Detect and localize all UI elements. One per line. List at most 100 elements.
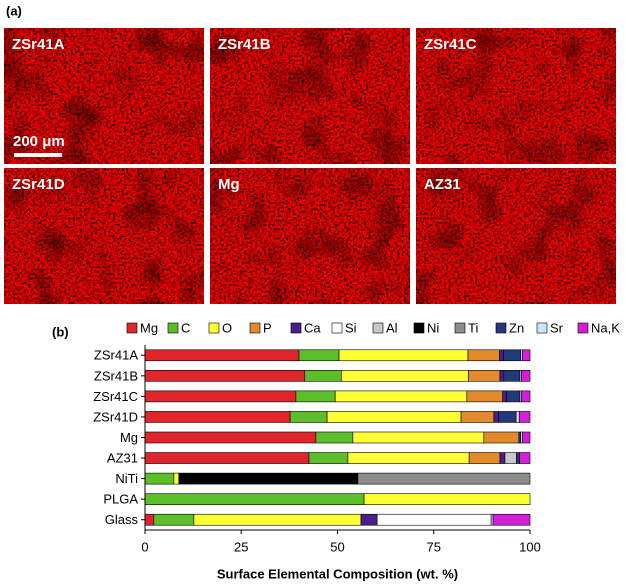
image-label: ZSr41D [12,176,65,193]
bar-segment [521,370,531,382]
micrograph-shade [210,28,410,164]
x-axis-title: Surface Elemental Composition (wt. %) [217,566,458,581]
bar-segment [519,452,531,464]
y-tick-label: AZ31 [107,450,138,465]
bar-segment [289,411,328,423]
x-tick-label: 25 [234,539,248,554]
bar-segment [144,349,300,362]
bar-segment [492,513,531,526]
bar-segment [504,452,517,464]
bar-segment [338,349,469,362]
bar-segment [521,349,531,362]
bar-segment [499,370,505,382]
image-label: ZSr41A [12,36,65,53]
bar-segment [503,349,522,362]
legend-label: C [181,320,190,335]
x-tick-label: 100 [519,539,541,554]
bar-segment [483,431,520,444]
bar-segment [502,390,507,403]
legend-swatch [249,322,261,334]
bar-segment [144,390,297,403]
y-tick-label: ZSr41C [93,389,138,404]
bar-segment [193,513,362,526]
x-tick-label: 0 [141,539,148,554]
chart: Mg C O P Ca Si Al Ni Ti Zn Sr Na,KZSr41AZSr41BZSr41… [93,320,620,581]
y-tick-label: Glass [105,512,139,527]
x-tick-label: 50 [330,539,344,554]
bar-segment [468,452,501,464]
legend-label: Zn [509,320,524,335]
bar-segment [326,411,462,423]
bar-segment [153,513,195,526]
legend-label: O [222,320,232,335]
y-tick-label: ZSr41D [93,409,138,424]
bar-segment [360,513,378,526]
bar-segment [499,452,506,464]
panel-label: (b) [52,324,69,339]
bar-segment [376,513,492,526]
legend-swatch [208,322,220,334]
image-label: ZSr41C [424,36,477,53]
bar-segment [503,370,521,382]
bar-segment [498,411,517,423]
bar-segment [144,452,310,464]
micrograph-shade [4,168,204,304]
bar-segment [173,472,180,485]
legend-swatch [290,322,302,334]
legend-label: Al [386,320,398,335]
bar-segment [341,370,469,382]
bar-segment [144,370,306,382]
legend-label: Na,K [591,320,620,335]
bar-segment [144,472,175,485]
legend-swatch [331,322,343,334]
bar-segment [347,452,470,464]
bar-segment [521,431,531,444]
legend-label: Ca [304,320,321,335]
image-label: AZ31 [424,176,461,193]
legend-label: Si [345,320,357,335]
micrograph-shade [416,168,616,304]
bar-segment [144,431,317,444]
micrograph-shade [210,168,410,304]
bar-segment [515,411,520,423]
bar-segment [357,472,531,485]
bar-segment [363,493,531,505]
legend-swatch [454,322,466,334]
bar-segment [516,452,520,464]
image-grid: ZSr41A ZSr41B ZSr41C ZSr41D Mg AZ31 200 μm [4,28,616,304]
bar-segment [352,431,485,444]
y-tick-label: ZSr41B [94,368,138,383]
y-tick-label: ZSr41A [94,348,138,363]
legend-swatch [372,322,384,334]
bar-segment [144,411,291,423]
bar-segment [460,411,495,423]
bar-segment [467,349,500,362]
bar-segment [506,390,521,403]
bar-segment [468,370,501,382]
panel-label: (a) [6,3,22,18]
bar-segment [315,431,354,444]
bar-segment [144,493,365,505]
bar-segment [499,349,504,362]
bar-segment [144,513,155,526]
micrograph-shade [4,28,204,164]
legend-label: Ti [468,320,478,335]
bar-segment [334,390,468,403]
y-tick-label: NiTi [115,471,138,486]
legend-swatch [577,322,589,334]
legend-label: P [263,320,272,335]
y-tick-label: Mg [120,430,138,445]
bar-segment [518,411,531,423]
scale-bar [14,153,62,157]
legend-swatch [413,322,425,334]
bar-segment [295,390,336,403]
bar-segment [521,390,531,403]
bar-segment [308,452,349,464]
image-label: Mg [218,176,240,193]
legend-swatch [167,322,179,334]
x-tick-label: 75 [427,539,441,554]
image-label: ZSr41B [218,36,271,53]
legend-label: Mg [140,320,158,335]
bar-segment [178,472,359,485]
y-tick-label: PLGA [103,492,138,507]
